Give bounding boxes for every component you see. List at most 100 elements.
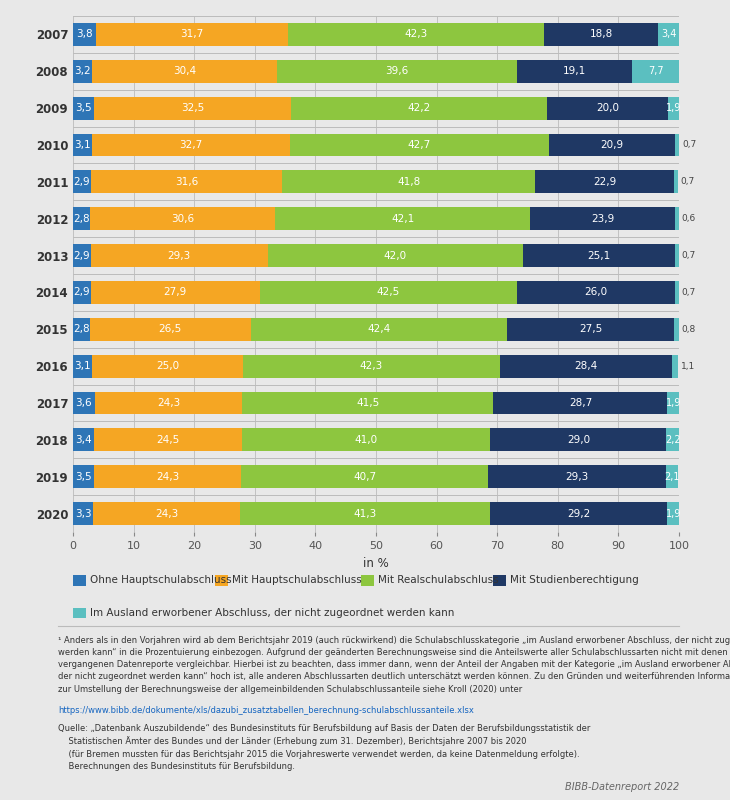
Text: BIBB-Datenreport 2022: BIBB-Datenreport 2022 <box>564 782 679 792</box>
Bar <box>73 170 91 194</box>
Text: Ohne Hauptschulabschluss: Ohne Hauptschulabschluss <box>90 575 231 586</box>
Bar <box>94 466 242 488</box>
Bar <box>517 60 632 82</box>
Bar <box>92 354 243 378</box>
Bar <box>90 207 275 230</box>
Bar <box>92 134 290 157</box>
Text: 1,9: 1,9 <box>666 509 681 518</box>
Text: 3,3: 3,3 <box>74 509 91 518</box>
Bar <box>291 97 547 119</box>
Bar <box>672 354 678 378</box>
Bar <box>93 429 242 451</box>
Bar <box>268 244 523 267</box>
Bar <box>250 318 507 341</box>
Bar <box>73 281 91 304</box>
Text: 42,3: 42,3 <box>404 30 428 39</box>
Bar <box>507 318 674 341</box>
Bar <box>288 23 545 46</box>
Text: 30,6: 30,6 <box>171 214 194 224</box>
Text: 3,1: 3,1 <box>74 361 91 371</box>
Text: 31,6: 31,6 <box>174 177 198 187</box>
Text: 20,0: 20,0 <box>596 103 619 113</box>
Text: 0,7: 0,7 <box>682 141 696 150</box>
Text: 40,7: 40,7 <box>353 472 376 482</box>
Text: 42,3: 42,3 <box>360 361 383 371</box>
Bar <box>90 318 250 341</box>
Text: 41,8: 41,8 <box>397 177 420 187</box>
Bar <box>667 391 679 414</box>
Bar <box>545 23 658 46</box>
Text: 32,5: 32,5 <box>181 103 204 113</box>
Text: 30,4: 30,4 <box>173 66 196 76</box>
Text: 3,1: 3,1 <box>74 140 91 150</box>
Bar <box>535 170 674 194</box>
Text: 3,2: 3,2 <box>74 66 91 76</box>
Text: 28,4: 28,4 <box>574 361 597 371</box>
Bar <box>95 391 242 414</box>
Bar <box>275 207 531 230</box>
Text: 29,3: 29,3 <box>168 250 191 261</box>
Bar <box>73 466 94 488</box>
Text: Mit Studienberechtigung: Mit Studienberechtigung <box>510 575 638 586</box>
Text: Mit Hauptschulabschluss: Mit Hauptschulabschluss <box>232 575 362 586</box>
Bar <box>73 60 93 82</box>
Bar <box>243 354 499 378</box>
Bar <box>674 318 679 341</box>
Bar <box>658 23 679 46</box>
Text: 3,6: 3,6 <box>76 398 92 408</box>
Text: 24,3: 24,3 <box>156 472 180 482</box>
Bar <box>73 97 94 119</box>
Text: 29,0: 29,0 <box>566 435 590 445</box>
Text: 28,7: 28,7 <box>569 398 592 408</box>
Bar <box>242 466 488 488</box>
Bar <box>73 134 92 157</box>
Bar <box>277 60 517 82</box>
Text: 42,7: 42,7 <box>407 140 431 150</box>
Text: 27,9: 27,9 <box>164 287 187 298</box>
Text: 26,5: 26,5 <box>158 324 182 334</box>
Text: 42,0: 42,0 <box>384 250 407 261</box>
Text: 24,3: 24,3 <box>157 398 180 408</box>
Text: 1,9: 1,9 <box>666 398 681 408</box>
Text: 29,2: 29,2 <box>567 509 591 518</box>
Text: 3,4: 3,4 <box>661 30 676 39</box>
Text: 25,0: 25,0 <box>156 361 179 371</box>
Text: 42,4: 42,4 <box>367 324 391 334</box>
Text: 42,2: 42,2 <box>407 103 431 113</box>
Text: 1,1: 1,1 <box>680 362 695 370</box>
Text: Im Ausland erworbener Abschluss, der nicht zugeordnet werden kann: Im Ausland erworbener Abschluss, der nic… <box>90 608 454 618</box>
Bar <box>96 23 288 46</box>
Text: 39,6: 39,6 <box>385 66 408 76</box>
Text: Quelle: „Datenbank Auszubildende“ des Bundesinstituts für Berufsbildung auf Basi: Quelle: „Datenbank Auszubildende“ des Bu… <box>58 724 591 770</box>
Text: Mit Realschulabschluss: Mit Realschulabschluss <box>378 575 499 586</box>
Bar <box>675 244 679 267</box>
Bar <box>674 170 678 194</box>
Text: 0,7: 0,7 <box>680 178 695 186</box>
Text: https://www.bibb.de/dokumente/xls/dazubi_zusatztabellen_berechnung-schulabschlus: https://www.bibb.de/dokumente/xls/dazubi… <box>58 706 474 715</box>
Text: 2,2: 2,2 <box>665 435 680 445</box>
Text: 2,8: 2,8 <box>73 214 90 224</box>
Text: 3,5: 3,5 <box>75 103 92 113</box>
Bar <box>666 466 678 488</box>
Text: 41,3: 41,3 <box>354 509 377 518</box>
Text: 3,4: 3,4 <box>75 435 91 445</box>
Text: 22,9: 22,9 <box>593 177 616 187</box>
Bar <box>91 244 268 267</box>
Bar <box>667 502 679 525</box>
Bar <box>491 429 666 451</box>
Bar <box>73 23 96 46</box>
Text: 32,7: 32,7 <box>180 140 202 150</box>
Bar <box>73 502 93 525</box>
Bar <box>675 281 679 304</box>
Bar <box>242 391 493 414</box>
Text: 42,1: 42,1 <box>391 214 415 224</box>
Bar <box>242 429 491 451</box>
Text: 41,5: 41,5 <box>356 398 380 408</box>
Text: 0,6: 0,6 <box>681 214 696 223</box>
Text: 25,1: 25,1 <box>587 250 610 261</box>
Bar <box>282 170 535 194</box>
Bar <box>260 281 517 304</box>
Text: 24,3: 24,3 <box>155 509 178 518</box>
Text: 2,9: 2,9 <box>74 177 90 187</box>
Bar <box>73 207 90 230</box>
